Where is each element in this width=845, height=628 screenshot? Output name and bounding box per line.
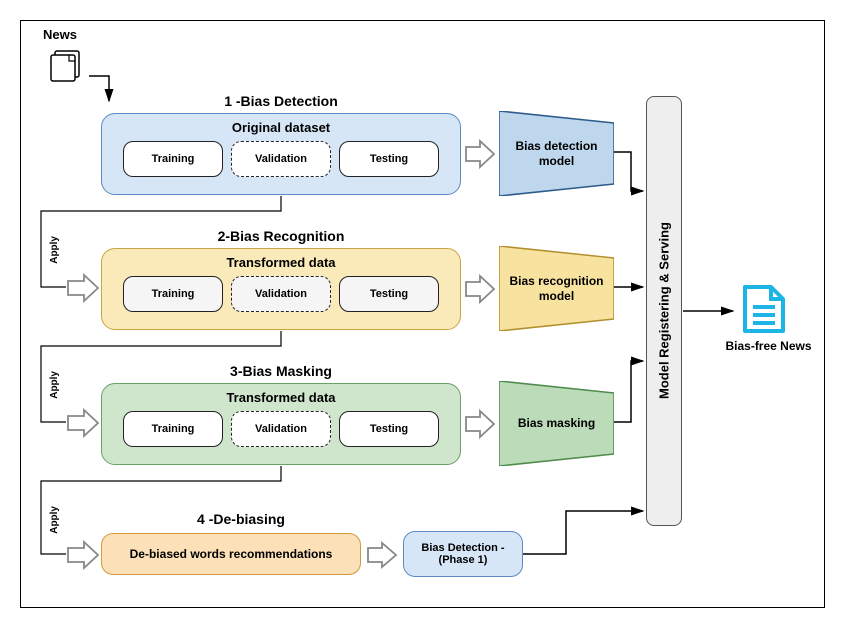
phase1-dataset-box: Original dataset Training Validation Tes… (101, 113, 461, 195)
split-training: Training (123, 141, 223, 177)
diagram-frame: News 1 -Bias Detection Original dataset … (20, 20, 825, 608)
apply-label-2: Apply (49, 371, 60, 399)
apply-label-1: Apply (49, 236, 60, 264)
hollow-arrow-into-p2 (66, 273, 100, 303)
phase3-dataset-box: Transformed data Training Validation Tes… (101, 383, 461, 465)
hollow-arrow-p1 (464, 139, 496, 169)
phase3-splits: Training Validation Testing (112, 411, 450, 447)
serving-bar: Model Registering & Serving (646, 96, 682, 526)
hollow-arrow-into-p4 (66, 540, 100, 570)
split-testing: Testing (339, 141, 439, 177)
split-training: Training (123, 276, 223, 312)
news-doc-icon (49, 49, 89, 88)
phase2-title: 2-Bias Recognition (101, 228, 461, 244)
split-testing: Testing (339, 411, 439, 447)
phase2-model-trap: Bias recognition model (499, 246, 614, 331)
split-validation: Validation (231, 276, 331, 312)
phase3-model-trap: Bias masking (499, 381, 614, 466)
phase3-dataset-title: Transformed data (112, 390, 450, 405)
split-validation: Validation (231, 411, 331, 447)
split-training: Training (123, 411, 223, 447)
split-validation: Validation (231, 141, 331, 177)
serving-label: Model Registering & Serving (647, 97, 681, 525)
hollow-arrow-p2 (464, 274, 496, 304)
phase4-loop-box: Bias Detection - (Phase 1) (403, 531, 523, 577)
hollow-arrow-p3 (464, 409, 496, 439)
hollow-arrow-p4 (366, 541, 398, 569)
phase2-dataset-title: Transformed data (112, 255, 450, 270)
phase3-title: 3-Bias Masking (101, 363, 461, 379)
phase4-rec-box: De-biased words recommendations (101, 533, 361, 575)
phase1-title: 1 -Bias Detection (101, 93, 461, 109)
output-label: Bias-free News (721, 339, 816, 353)
output-doc-icon (739, 283, 789, 342)
news-label: News (43, 27, 77, 42)
split-testing: Testing (339, 276, 439, 312)
phase1-splits: Training Validation Testing (112, 141, 450, 177)
phase1-model-trap: Bias detection model (499, 111, 614, 196)
hollow-arrow-into-p3 (66, 408, 100, 438)
apply-label-3: Apply (49, 506, 60, 534)
phase2-dataset-box: Transformed data Training Validation Tes… (101, 248, 461, 330)
phase2-splits: Training Validation Testing (112, 276, 450, 312)
phase4-title: 4 -De-biasing (101, 511, 381, 527)
phase1-dataset-title: Original dataset (112, 120, 450, 135)
